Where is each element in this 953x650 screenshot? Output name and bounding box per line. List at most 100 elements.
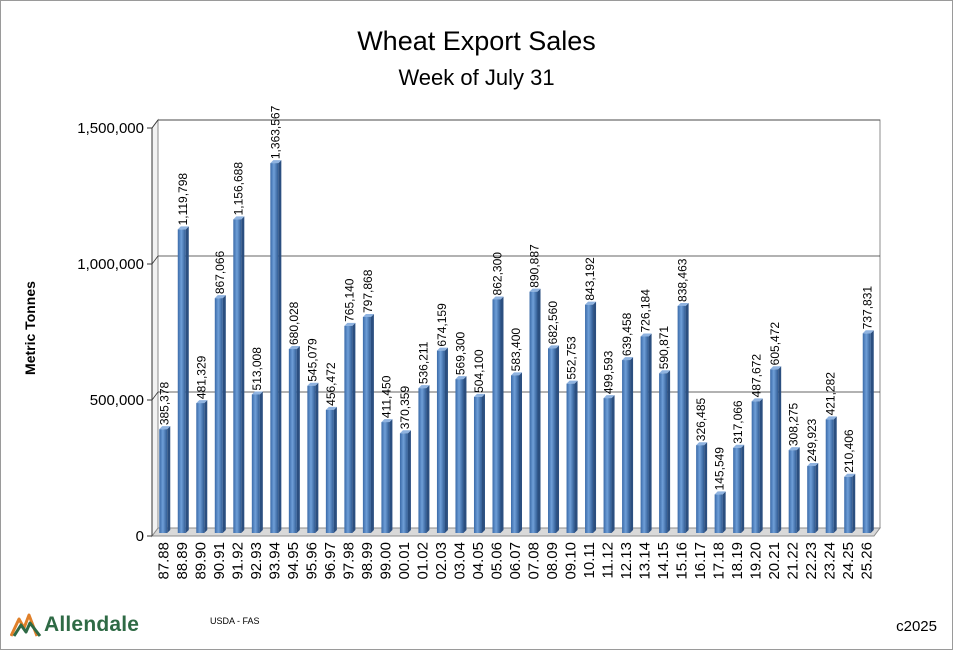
data-label: 862,300	[490, 252, 504, 296]
bar	[659, 370, 671, 533]
bar	[251, 391, 263, 533]
bar-face	[362, 316, 371, 533]
y-tick-label: 1,500,000	[77, 120, 144, 137]
x-tick-label: 87.88	[155, 542, 172, 580]
chart-subtitle: Week of July 31	[398, 65, 555, 90]
bar-face	[733, 447, 742, 533]
bar-side	[574, 380, 578, 533]
bar-top	[381, 419, 393, 423]
bar-top	[696, 442, 708, 446]
x-tick-label: 04.05	[470, 542, 487, 580]
bar-side	[704, 442, 708, 533]
y-tick-label: 0	[136, 528, 144, 545]
x-tick-label: 88.89	[174, 542, 191, 580]
gridline-side	[151, 255, 159, 265]
bar-top	[677, 302, 689, 306]
bar-top	[307, 382, 319, 386]
logo-wordmark: Allendale	[44, 613, 140, 636]
bar	[196, 400, 208, 533]
allendale-logo-icon	[10, 613, 42, 637]
data-label: 326,485	[694, 397, 708, 441]
x-tick-label: 98.99	[359, 542, 376, 580]
bar	[770, 366, 782, 533]
bar-side	[204, 400, 208, 533]
data-label: 481,329	[194, 355, 208, 399]
bar-face	[436, 350, 445, 533]
y-tick-label: 500,000	[90, 392, 144, 409]
data-label: 249,923	[805, 418, 819, 462]
x-tick-label: 18.19	[729, 542, 746, 580]
bar	[807, 463, 819, 533]
bar-face	[751, 401, 760, 533]
x-tick-label: 22.23	[803, 542, 820, 580]
bar-side	[815, 463, 819, 533]
bar-top	[844, 473, 856, 477]
data-label: 411,450	[379, 375, 393, 418]
bar-side	[389, 419, 393, 533]
data-label: 499,593	[602, 350, 616, 394]
data-label: 737,831	[861, 286, 875, 330]
bar-side	[722, 491, 726, 533]
bar-top	[511, 372, 522, 376]
bar-top	[566, 380, 578, 384]
x-tick-label: 14.15	[655, 542, 672, 580]
bar-side	[241, 216, 245, 533]
x-tick-label: 00.01	[396, 542, 413, 580]
bar-side	[463, 376, 467, 533]
gridline-side	[151, 391, 159, 401]
bar-top	[529, 288, 541, 292]
bar-side	[833, 416, 837, 533]
copyright-note: c2025	[896, 618, 937, 635]
bar	[511, 372, 522, 533]
bar	[399, 430, 411, 533]
bar	[381, 419, 393, 533]
bar	[492, 296, 504, 533]
x-tick-label: 05.06	[488, 542, 505, 580]
data-label: 680,028	[287, 301, 301, 345]
bar	[844, 473, 856, 533]
x-tick-label: 99.00	[377, 542, 394, 580]
x-tick-label: 23.24	[822, 542, 839, 580]
bar-face	[622, 360, 631, 533]
x-tick-label: 20.21	[766, 542, 783, 580]
data-label: 1,119,798	[176, 173, 190, 226]
bar-face	[640, 336, 649, 533]
bar-face	[381, 422, 390, 533]
bar-top	[251, 391, 263, 395]
bar-side	[778, 366, 782, 533]
bar-side	[852, 473, 856, 533]
x-tick-label: 03.04	[451, 542, 468, 580]
bar-face	[862, 333, 871, 533]
bar	[733, 444, 745, 533]
bar-face	[788, 450, 797, 533]
bar-top	[214, 295, 226, 299]
bar	[622, 357, 634, 533]
bar-side	[648, 333, 652, 533]
data-label: 838,463	[676, 258, 690, 302]
bar-side	[593, 301, 597, 533]
x-tick-label: 93.94	[266, 542, 283, 580]
bar-top	[733, 444, 745, 448]
bar-top	[418, 385, 430, 389]
bar	[696, 442, 708, 533]
bar-top	[362, 313, 374, 317]
bar	[640, 333, 652, 533]
data-label: 1,363,567	[268, 105, 282, 159]
x-tick-label: 06.07	[507, 542, 524, 580]
x-tick-label: 09.10	[563, 542, 580, 580]
bar	[214, 295, 226, 533]
data-label: 317,066	[731, 400, 745, 444]
bar-top	[473, 393, 485, 397]
data-label: 487,672	[750, 354, 764, 398]
bar	[159, 426, 171, 533]
bar-side	[352, 322, 356, 533]
x-tick-label: 24.25	[840, 542, 857, 580]
data-label: 867,066	[213, 250, 227, 294]
x-tick-label: 11.12	[600, 542, 617, 578]
data-label: 545,079	[305, 338, 319, 382]
bar	[473, 393, 485, 533]
bar-side	[278, 160, 282, 533]
bar-face	[325, 409, 334, 533]
bar-top	[436, 347, 448, 351]
